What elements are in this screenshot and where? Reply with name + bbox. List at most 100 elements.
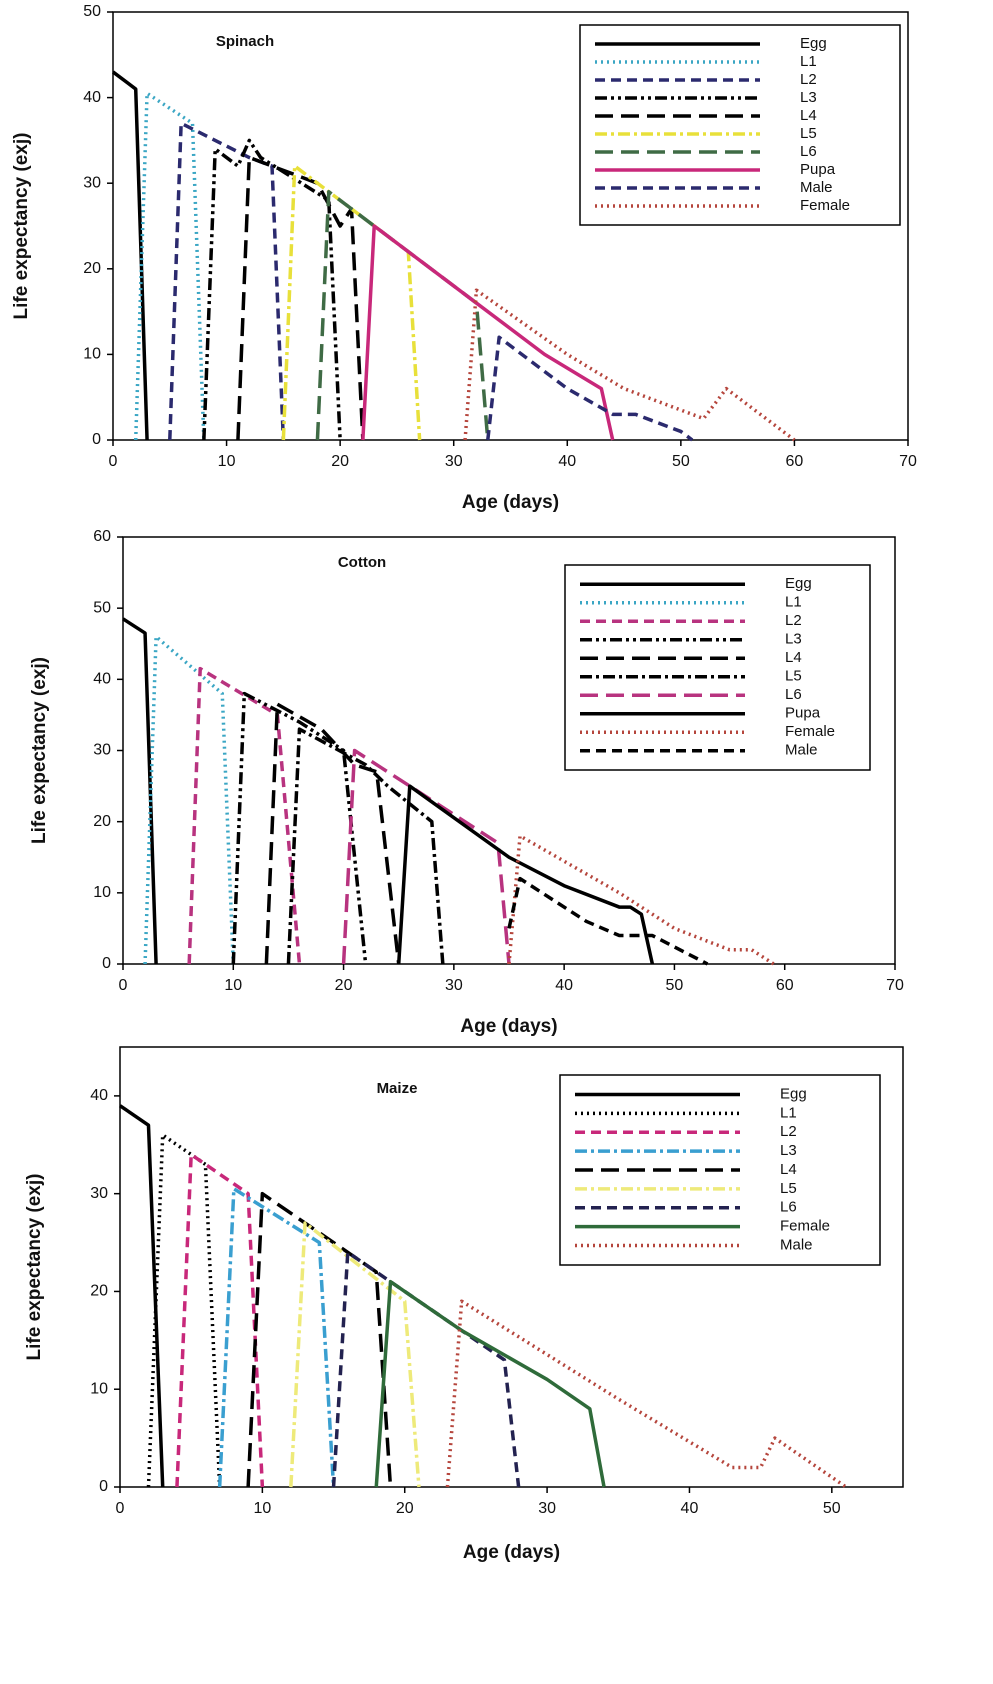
y-tick-label: 40 [90,1087,108,1104]
y-tick-label: 40 [83,89,101,106]
legend-label: L5 [785,668,802,685]
series-line [133,91,206,441]
y-tick-label: 0 [102,955,111,972]
legend-label: Female [780,1218,830,1235]
legend-label: L1 [800,53,817,70]
y-axis-label: Life expectancy (exj) [29,657,50,844]
y-tick-label: 20 [90,1283,108,1300]
series-line [445,1299,848,1489]
legend-label: L2 [800,71,817,88]
x-tick-label: 30 [445,977,463,994]
series-line [361,224,615,441]
x-tick-label: 10 [253,1500,271,1517]
series-line [289,1221,421,1488]
x-tick-label: 70 [886,977,904,994]
series-line [168,121,286,441]
legend-label: L2 [780,1123,797,1140]
legend-label: L3 [780,1142,797,1159]
panel: 0 10 20 30 40 50 60 70 0 10 20 30 40 50 Spinach Age (da… [11,3,917,513]
legend-label: Male [800,179,833,196]
legend-label: L1 [780,1104,797,1121]
legend-label: L4 [785,649,802,666]
x-tick-label: 70 [899,453,917,470]
series-line [202,138,342,441]
plot-frame [119,1046,904,1488]
series-line [175,1152,265,1488]
y-tick-label: 40 [93,671,111,688]
legend-label: Egg [800,35,827,52]
y-tick-label: 20 [93,813,111,830]
series-line [122,617,158,965]
legend-label: L3 [785,631,802,648]
legend-label: Pupa [800,161,836,178]
x-tick-label: 10 [224,977,242,994]
legend-label: Pupa [785,705,821,722]
legend-label: Female [785,723,835,740]
series-line [246,1191,393,1488]
x-tick-label: 20 [335,977,353,994]
x-tick-label: 40 [555,977,573,994]
series-line [463,288,796,442]
legend-label: Male [780,1237,813,1254]
x-tick-label: 50 [672,453,690,470]
x-tick-label: 20 [331,453,349,470]
y-tick-label: 10 [83,346,101,363]
legend-label: L3 [800,89,817,106]
y-tick-label: 30 [93,742,111,759]
y-axis-label: Life expectancy (exj) [24,1174,45,1361]
legend-label: L2 [785,612,802,629]
x-tick-label: 0 [119,977,128,994]
x-tick-label: 40 [681,1500,699,1517]
legend-label: L6 [800,143,817,160]
x-axis-label: Age (days) [462,492,559,513]
legend-label: L5 [800,125,817,142]
x-axis-label: Age (days) [463,1542,560,1563]
legend-label: L5 [780,1180,797,1197]
series-line [374,1279,606,1488]
series-line [119,1104,165,1488]
x-tick-label: 40 [558,453,576,470]
x-axis-label: Age (days) [460,1016,557,1037]
x-tick-label: 50 [666,977,684,994]
series-line [143,634,236,965]
chart-title: Maize [377,1080,418,1097]
panel: 0 10 20 30 40 50 0 10 20 30 40 Maize Age (days) Life … [24,1046,904,1563]
x-tick-label: 0 [109,453,118,470]
series-line [341,748,511,965]
y-tick-label: 30 [83,174,101,191]
panel: 0 10 20 30 40 50 60 70 0 10 20 30 40 50 60 Cotton Age (d… [29,528,904,1037]
series-line [187,666,302,965]
y-tick-label: 50 [93,599,111,616]
series-line [111,70,149,441]
chart-title: Spinach [216,33,274,50]
x-tick-label: 10 [218,453,236,470]
legend-label: L4 [780,1161,797,1178]
y-tick-label: 10 [90,1380,108,1397]
legend-label: Egg [785,575,812,592]
legend-label: Egg [780,1085,807,1102]
x-tick-label: 20 [396,1500,414,1517]
y-tick-label: 30 [90,1185,108,1202]
plot-frame [112,11,909,441]
y-axis-label: Life expectancy (exj) [11,133,32,320]
series-line [217,1187,336,1488]
y-tick-label: 10 [93,884,111,901]
y-tick-label: 0 [99,1478,108,1495]
legend-label: L4 [800,107,817,124]
legend-box [579,24,901,226]
x-tick-label: 60 [786,453,804,470]
y-tick-label: 20 [83,260,101,277]
series-line [331,1250,521,1488]
legend-label: L6 [785,686,802,703]
series-line [315,190,490,441]
series-line [396,784,655,965]
series-line [231,691,368,965]
legend-label: L6 [780,1199,797,1216]
y-tick-label: 0 [92,431,101,448]
legend-label: Female [800,197,850,214]
series-line [264,702,401,965]
legend-label: L1 [785,594,802,611]
legend-label: Male [785,742,818,759]
x-tick-label: 30 [445,453,463,470]
